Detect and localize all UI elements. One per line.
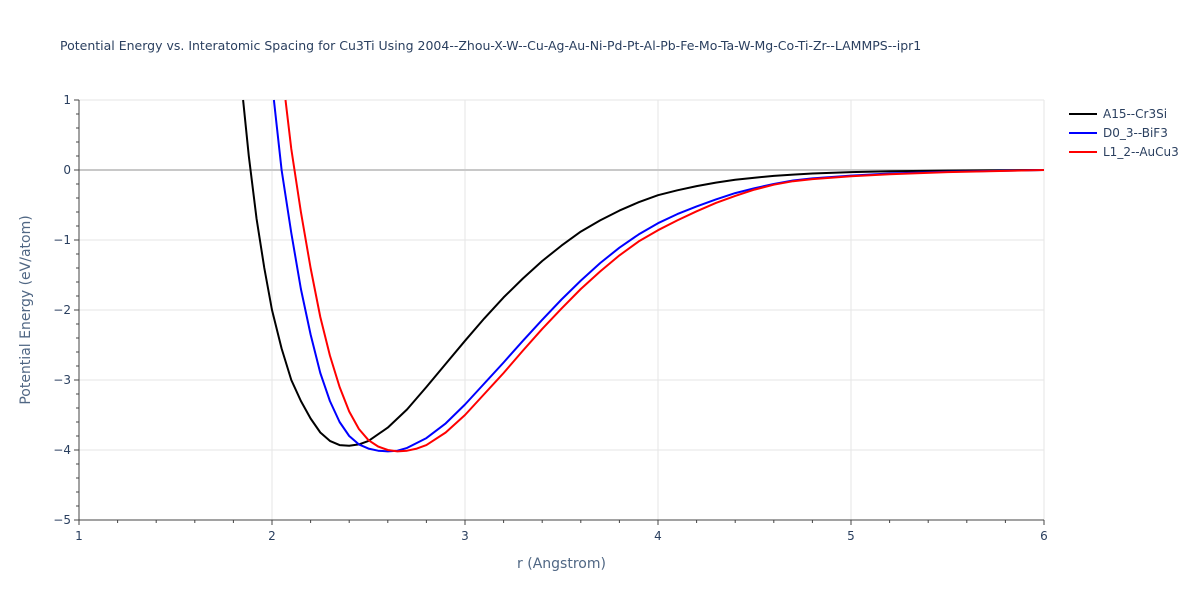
legend-label: D0_3--BiF3 <box>1103 126 1168 140</box>
legend-item[interactable]: D0_3--BiF3 <box>1069 126 1168 140</box>
legend-label: A15--Cr3Si <box>1103 107 1167 121</box>
x-tick-label: 5 <box>847 529 855 543</box>
x-axis-title: r (Angstrom) <box>517 556 606 572</box>
x-tick-label: 4 <box>654 529 662 543</box>
series-line-0 <box>242 99 1045 447</box>
legend-label: L1_2--AuCu3 <box>1103 145 1179 159</box>
x-tick-label: 3 <box>461 529 469 543</box>
y-tick-label: 1 <box>63 93 71 107</box>
legend-item[interactable]: A15--Cr3Si <box>1069 107 1167 121</box>
x-tick-label: 1 <box>75 529 83 543</box>
y-tick-label: −5 <box>53 513 71 527</box>
chart-title: Potential Energy vs. Interatomic Spacing… <box>60 38 921 53</box>
x-tick-label: 6 <box>1040 529 1048 543</box>
legend-item[interactable]: L1_2--AuCu3 <box>1069 145 1179 159</box>
series-lines <box>242 99 1045 453</box>
y-tick-label: −4 <box>53 443 71 457</box>
x-tick-label: 2 <box>268 529 276 543</box>
axes <box>74 99 1045 525</box>
y-tick-label: −1 <box>53 233 71 247</box>
x-tick-labels: 1 2 3 4 5 6 <box>75 529 1048 543</box>
series-line-1 <box>272 99 1045 453</box>
y-tick-label: 0 <box>63 163 71 177</box>
series-line-2 <box>284 99 1045 453</box>
legend[interactable]: A15--Cr3Si D0_3--BiF3 L1_2--AuCu3 <box>1069 107 1179 159</box>
y-tick-label: −3 <box>53 373 71 387</box>
y-axis-title: Potential Energy (eV/atom) <box>18 215 34 404</box>
y-tick-labels: 1 0 −1 −2 −3 −4 −5 <box>53 93 71 527</box>
y-tick-label: −2 <box>53 303 71 317</box>
